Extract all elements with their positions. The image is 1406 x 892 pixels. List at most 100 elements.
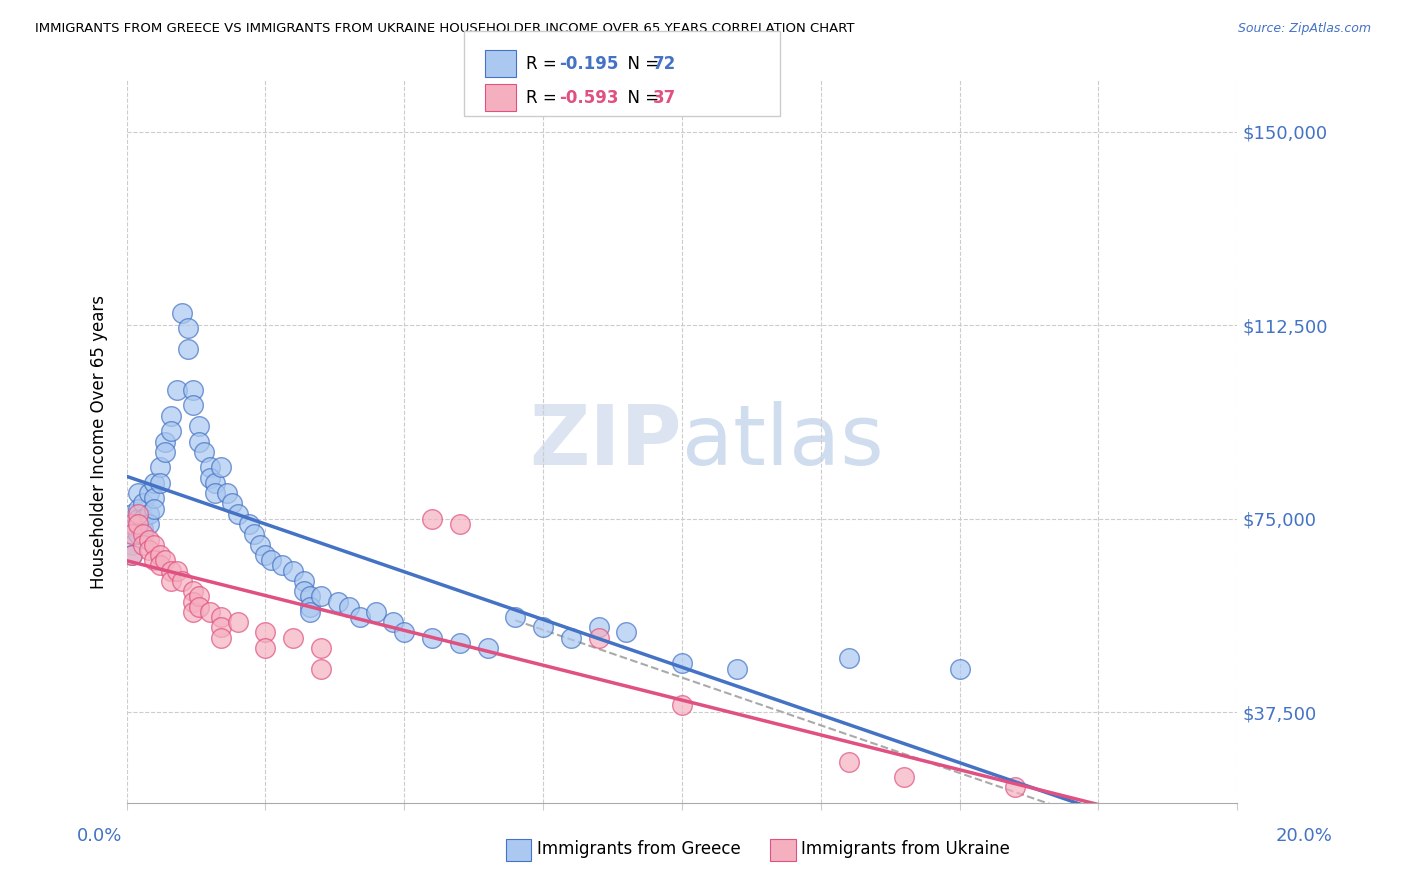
Text: N =: N = (617, 54, 665, 73)
Point (271, 558, 294, 573)
Point (449, 636, 471, 650)
Point (187, 419, 209, 434)
Point (138, 533, 160, 547)
Point (298, 605, 321, 619)
Text: 0.0%: 0.0% (77, 827, 122, 845)
Point (160, 564, 183, 578)
Point (226, 615, 249, 630)
Point (614, 625, 637, 640)
Point (531, 620, 554, 634)
Point (187, 434, 209, 449)
Point (226, 507, 249, 521)
Point (560, 631, 582, 645)
Text: Immigrants from Greece: Immigrants from Greece (537, 840, 741, 858)
Point (121, 527, 143, 541)
Point (187, 590, 209, 604)
Text: 20.0%: 20.0% (1277, 827, 1333, 845)
Point (249, 538, 271, 552)
Point (121, 538, 143, 552)
Point (198, 470, 221, 484)
Point (394, 625, 416, 640)
Point (382, 615, 405, 630)
Point (127, 527, 149, 541)
Point (132, 496, 155, 510)
Point (298, 590, 321, 604)
Point (221, 496, 243, 510)
Point (160, 424, 183, 438)
Point (143, 501, 166, 516)
Point (121, 548, 143, 562)
Point (149, 460, 172, 475)
Point (132, 527, 155, 541)
Point (204, 486, 226, 500)
Text: 37: 37 (652, 89, 676, 107)
Point (420, 631, 443, 645)
Point (503, 610, 526, 624)
Point (292, 574, 315, 588)
Point (155, 445, 177, 459)
Point (420, 512, 443, 526)
Point (132, 522, 155, 536)
Point (143, 491, 166, 506)
Point (238, 517, 260, 532)
Point (838, 755, 860, 769)
Point (204, 475, 226, 490)
Point (172, 574, 194, 588)
Point (149, 475, 172, 490)
Point (127, 507, 149, 521)
Point (155, 553, 177, 567)
Point (254, 548, 277, 562)
Point (243, 527, 266, 541)
Text: -0.195: -0.195 (560, 54, 619, 73)
Point (671, 657, 693, 671)
Point (138, 507, 160, 521)
Point (132, 512, 155, 526)
Point (309, 640, 332, 655)
Point (254, 640, 277, 655)
Point (121, 548, 143, 562)
Point (209, 631, 232, 645)
Point (209, 460, 232, 475)
Point (281, 631, 304, 645)
Text: R =: R = (526, 54, 562, 73)
Text: ZIP: ZIP (530, 401, 682, 482)
Point (127, 512, 149, 526)
Point (166, 383, 188, 397)
Point (187, 599, 209, 614)
Point (143, 538, 166, 552)
Text: N =: N = (617, 89, 665, 107)
Text: IMMIGRANTS FROM GREECE VS IMMIGRANTS FROM UKRAINE HOUSEHOLDER INCOME OVER 65 YEA: IMMIGRANTS FROM GREECE VS IMMIGRANTS FRO… (35, 22, 855, 36)
Point (166, 564, 188, 578)
Point (477, 640, 499, 655)
Point (181, 584, 204, 599)
Point (181, 398, 204, 412)
Point (298, 599, 321, 614)
Point (215, 486, 238, 500)
Point (160, 574, 183, 588)
Point (349, 610, 371, 624)
Point (326, 594, 349, 608)
Point (948, 662, 970, 676)
Point (132, 538, 155, 552)
Point (138, 542, 160, 557)
Point (176, 321, 198, 335)
Text: Source: ZipAtlas.com: Source: ZipAtlas.com (1237, 22, 1371, 36)
Point (127, 517, 149, 532)
Point (893, 770, 915, 784)
Point (209, 620, 232, 634)
Point (143, 553, 166, 567)
Point (198, 605, 221, 619)
Point (138, 486, 160, 500)
Point (337, 599, 360, 614)
Text: 72: 72 (652, 54, 676, 73)
Point (281, 564, 304, 578)
Text: -0.593: -0.593 (560, 89, 619, 107)
Point (155, 434, 177, 449)
Point (366, 605, 388, 619)
Point (588, 620, 610, 634)
Point (181, 383, 204, 397)
Text: R =: R = (526, 89, 562, 107)
Point (254, 625, 277, 640)
Point (181, 605, 204, 619)
Point (149, 548, 172, 562)
